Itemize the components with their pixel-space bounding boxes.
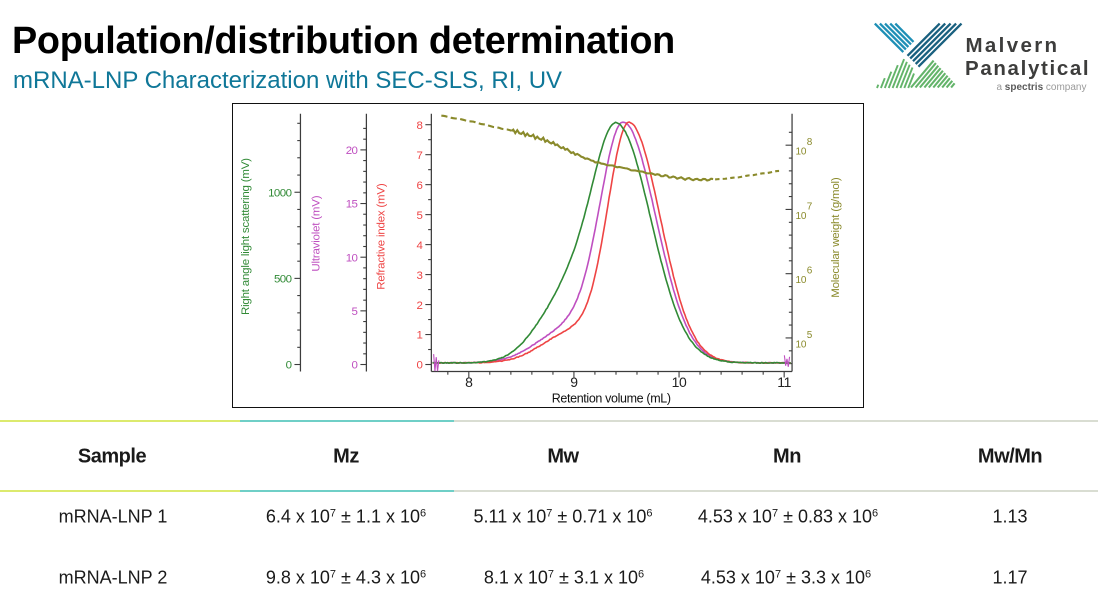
svg-text:0: 0 — [416, 360, 422, 372]
svg-text:8: 8 — [416, 120, 422, 132]
svg-text:1: 1 — [416, 330, 422, 342]
svg-text:8: 8 — [465, 374, 473, 390]
svg-text:5: 5 — [351, 306, 357, 318]
svg-text:3: 3 — [416, 270, 422, 282]
svg-text:6: 6 — [416, 180, 422, 192]
svg-text:Panalytical: Panalytical — [965, 57, 1090, 80]
svg-text:2: 2 — [416, 300, 422, 312]
svg-text:9: 9 — [570, 374, 578, 390]
svg-text:4: 4 — [416, 240, 423, 252]
svg-text:Ultraviolet (mV): Ultraviolet (mV) — [310, 196, 322, 272]
svg-text:0: 0 — [351, 360, 357, 372]
svg-text:10: 10 — [345, 253, 357, 265]
svg-text:Right angle light scattering (: Right angle light scattering (mV) — [239, 158, 251, 315]
svg-text:10: 10 — [671, 374, 686, 390]
svg-text:106: 106 — [795, 266, 812, 286]
svg-text:108: 108 — [795, 137, 812, 157]
svg-text:15: 15 — [345, 199, 357, 211]
svg-text:Malvern: Malvern — [966, 34, 1060, 57]
svg-text:5: 5 — [416, 210, 422, 222]
svg-text:7: 7 — [416, 150, 422, 162]
svg-text:Refractive index (mV): Refractive index (mV) — [375, 183, 387, 290]
svg-text:a spectris company: a spectris company — [996, 82, 1086, 93]
svg-text:105: 105 — [795, 330, 812, 350]
svg-text:Molecular weight (g/mol): Molecular weight (g/mol) — [830, 177, 842, 298]
svg-text:0: 0 — [285, 360, 291, 372]
svg-text:500: 500 — [273, 274, 291, 286]
svg-text:Retention volume (mL): Retention volume (mL) — [551, 392, 670, 406]
svg-text:107: 107 — [795, 202, 812, 222]
svg-text:20: 20 — [345, 145, 357, 157]
svg-text:11: 11 — [777, 374, 791, 390]
svg-text:1000: 1000 — [268, 188, 292, 200]
